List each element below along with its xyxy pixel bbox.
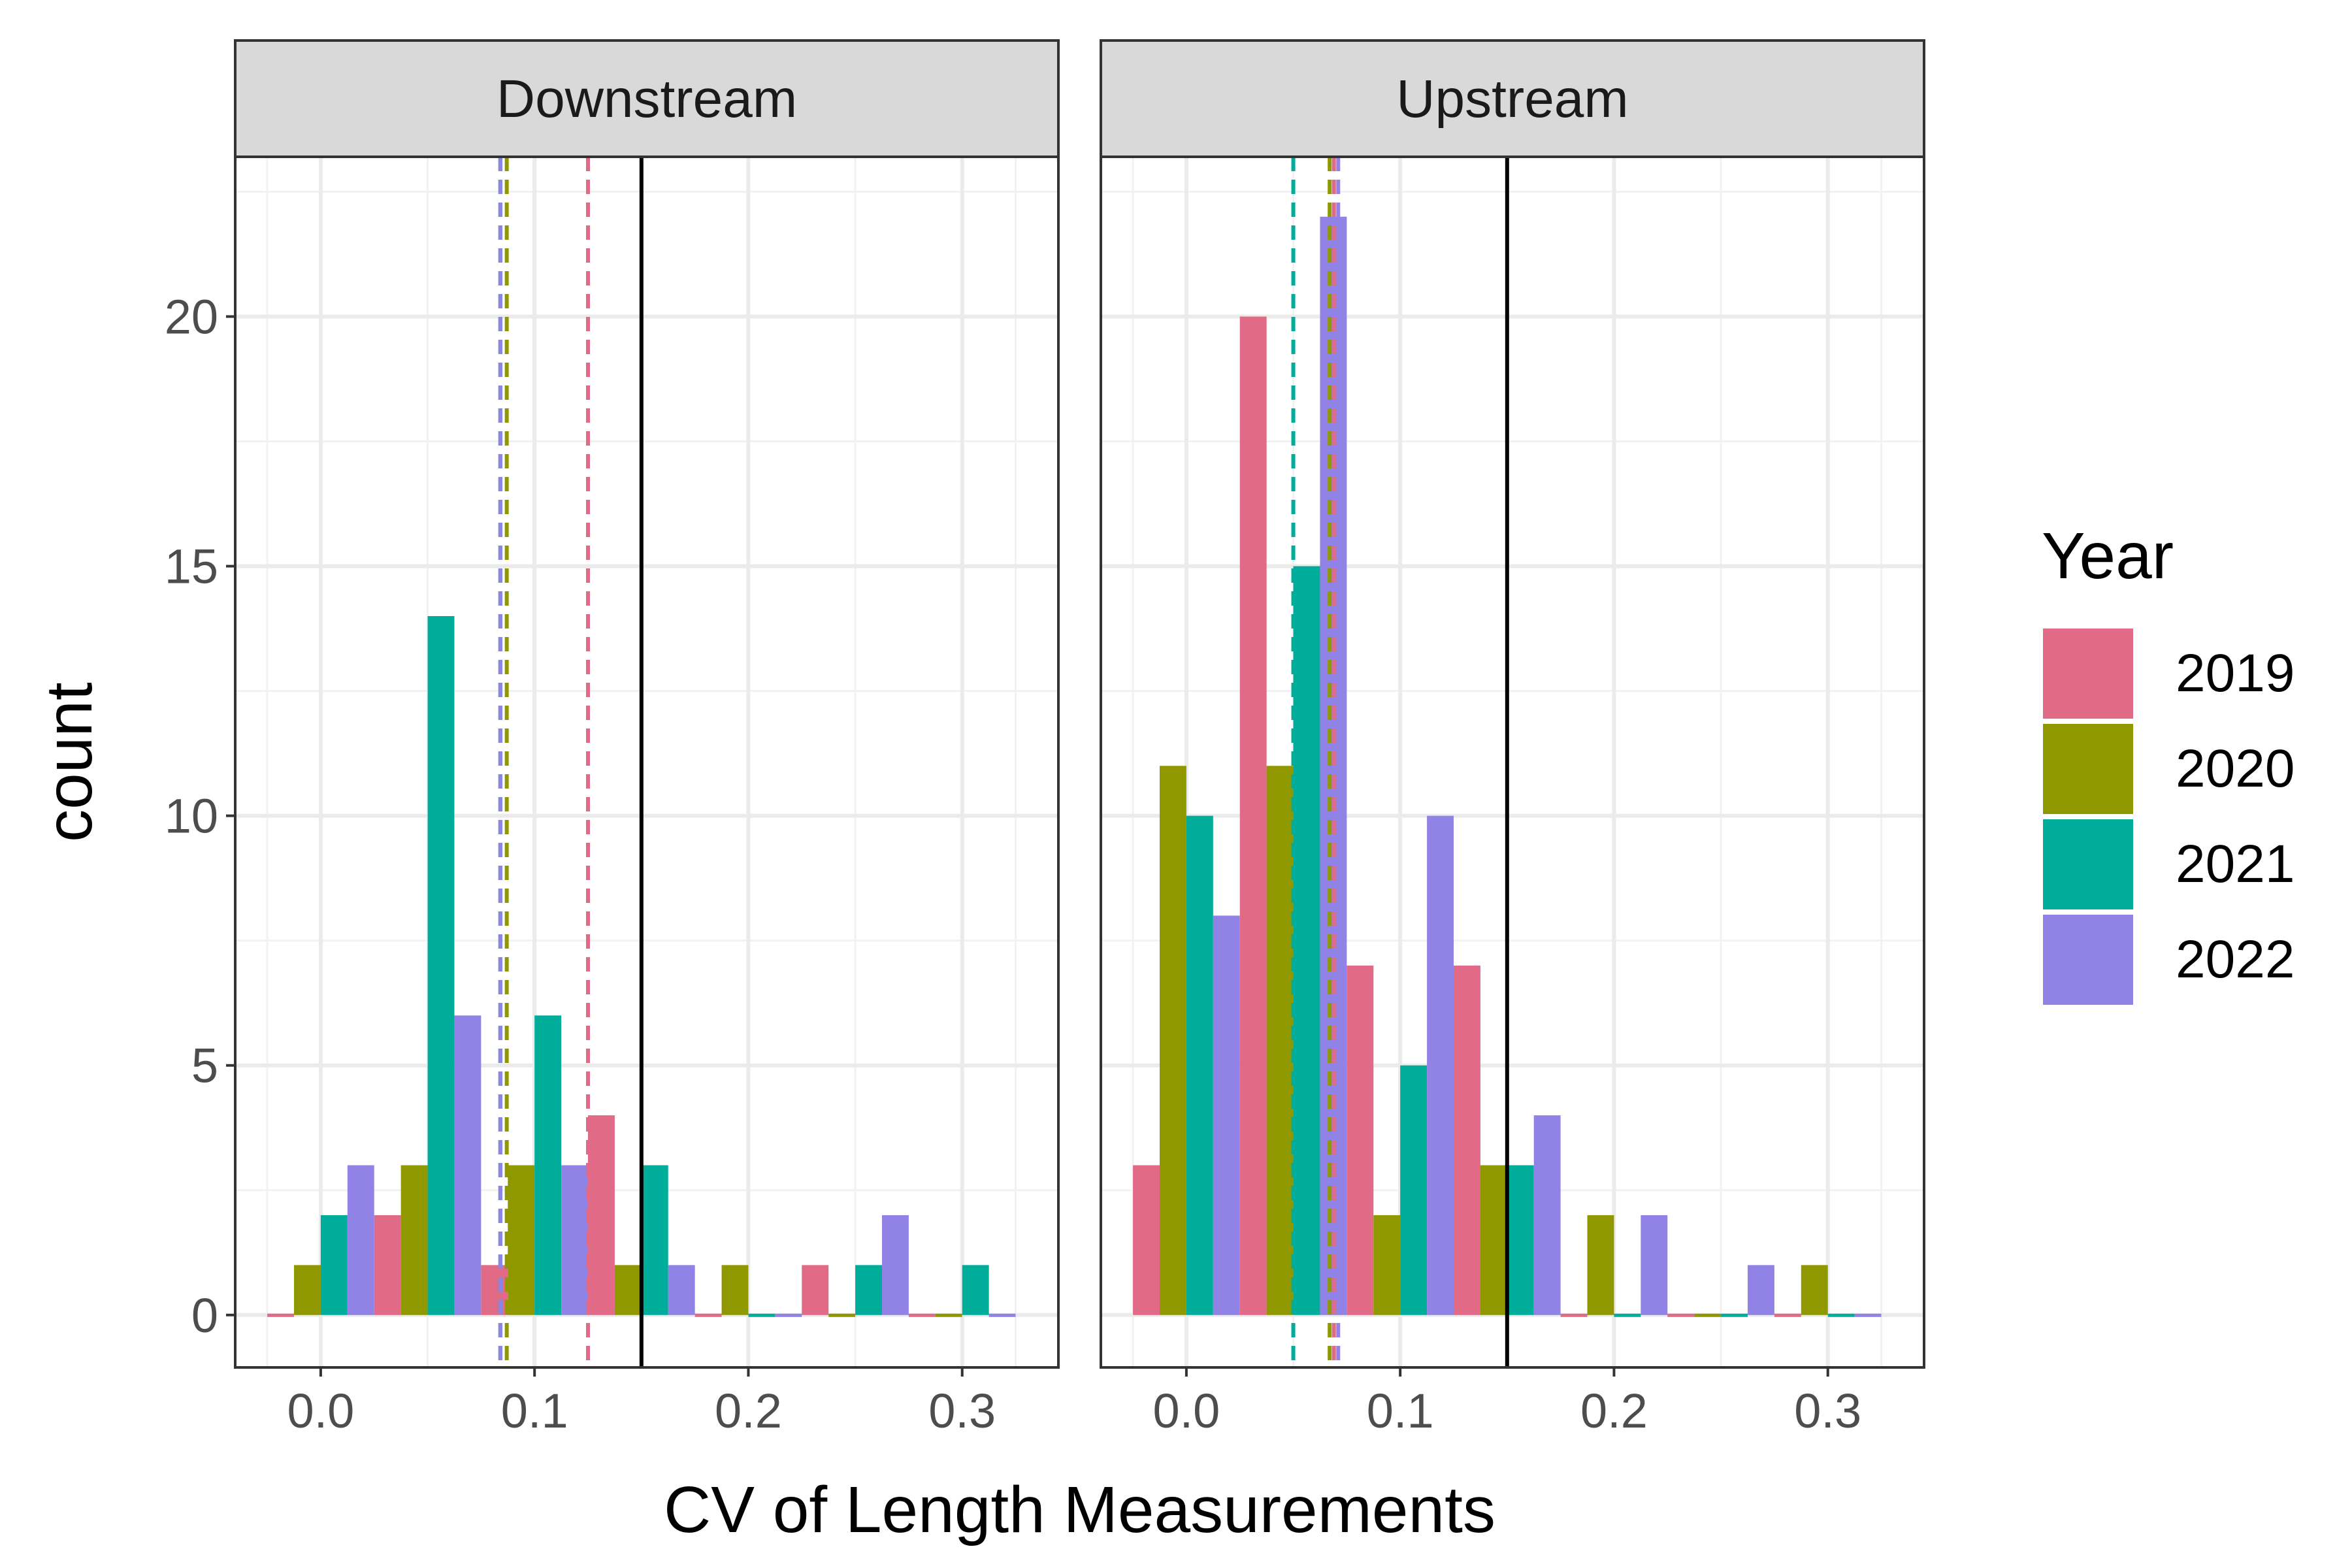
y-axis-title: count (33, 682, 106, 842)
bar-2021 (641, 1165, 668, 1315)
bar-2019 (908, 1313, 936, 1317)
y-tick-label: 20 (165, 290, 218, 344)
bar-2020 (1694, 1313, 1722, 1317)
bar-2022 (454, 1015, 482, 1315)
x-tick-label: 0.3 (928, 1384, 996, 1438)
x-tick-label: 0.2 (715, 1384, 782, 1438)
bar-2020 (1587, 1215, 1614, 1315)
bar-2020 (935, 1313, 962, 1317)
y-tick-label: 10 (165, 789, 218, 843)
x-axis-title: CV of Length Measurements (664, 1473, 1495, 1546)
facet-strip-label: Upstream (1396, 69, 1628, 129)
bar-2021 (1614, 1313, 1641, 1317)
x-tick-label: 0.1 (501, 1384, 568, 1438)
bar-2019 (1774, 1313, 1801, 1317)
bar-2020 (508, 1165, 535, 1315)
bar-2020 (400, 1165, 428, 1315)
bar-2021 (1400, 1065, 1428, 1315)
bar-2022 (775, 1313, 802, 1317)
axes: 0.0 0.1 0.2 0.3 0.0 0.1 0.2 0.3 0 5 10 15 20 CV of Le… (33, 290, 1861, 1546)
x-tick-label: 0.2 (1580, 1384, 1648, 1438)
bar-2021 (320, 1215, 348, 1315)
bar-2021 (1186, 815, 1213, 1315)
bar-2019 (588, 1115, 615, 1315)
bar-2020 (1373, 1215, 1401, 1315)
bar-2020 (721, 1265, 749, 1315)
facet-strip (234, 39, 1060, 158)
legend-label: 2022 (2176, 930, 2295, 989)
y-tick-label: 0 (191, 1288, 218, 1343)
bar-2019 (481, 1265, 508, 1315)
bar-2022 (561, 1165, 588, 1315)
legend-key-2021 (2040, 817, 2136, 912)
legend-label: 2021 (2176, 834, 2295, 894)
facet-strip-label: Downstream (497, 69, 797, 129)
x-tick-label: 0.0 (1152, 1384, 1220, 1438)
bar-2019 (1454, 965, 1480, 1315)
bar-2020 (1480, 1165, 1507, 1315)
bar-2022 (1641, 1215, 1668, 1315)
facet-panels: Downstream Upstream (234, 39, 1925, 1369)
bar-2019 (802, 1265, 829, 1315)
legend-key-2019 (2040, 626, 2136, 721)
bar-2020 (1266, 766, 1294, 1315)
bar-2019 (267, 1313, 294, 1317)
bars (267, 615, 1016, 1317)
bar-2019 (1667, 1313, 1695, 1317)
bar-2021 (748, 1313, 776, 1317)
panel-downstream: Downstream (234, 39, 1060, 1369)
y-tick-label: 5 (191, 1039, 218, 1093)
legend-label: 2020 (2176, 739, 2295, 798)
panel-border (234, 155, 1060, 1369)
bar-2019 (1347, 965, 1374, 1315)
legend-key-2020 (2040, 721, 2136, 817)
bar-2020 (1801, 1265, 1828, 1315)
bar-2019 (1133, 1165, 1160, 1315)
bar-2019 (374, 1215, 401, 1315)
bar-2021 (534, 1015, 562, 1315)
bar-2021 (427, 615, 455, 1315)
legend-title: Year (2042, 519, 2174, 593)
x-tick-label: 0.1 (1367, 1384, 1434, 1438)
bar-2020 (1160, 766, 1186, 1315)
legend-label: 2019 (2176, 644, 2295, 703)
mean-lines (498, 157, 590, 1367)
bar-2021 (1293, 566, 1320, 1315)
bar-2021 (855, 1265, 882, 1315)
bar-2022 (988, 1313, 1016, 1317)
facet-strip (1100, 39, 1925, 158)
bar-2019 (1239, 316, 1267, 1315)
bar-2020 (614, 1265, 642, 1315)
bar-2019 (1560, 1313, 1588, 1317)
bar-2019 (694, 1313, 722, 1317)
bar-2020 (294, 1265, 321, 1315)
bar-2021 (1507, 1165, 1534, 1315)
x-tick-label: 0.3 (1794, 1384, 1861, 1438)
bar-2022 (1427, 815, 1454, 1315)
grid-lines (235, 157, 1058, 1367)
bar-2022 (1854, 1313, 1882, 1317)
bar-2022 (1748, 1265, 1774, 1315)
y-tick-label: 15 (165, 540, 218, 594)
bar-2022 (882, 1215, 909, 1315)
bar-2022 (668, 1265, 695, 1315)
bar-2021 (962, 1265, 989, 1315)
bar-2022 (1213, 915, 1240, 1315)
panel-upstream: Upstream (1100, 39, 1925, 1369)
bar-2021 (1827, 1313, 1855, 1317)
mean-lines (1291, 157, 1341, 1367)
panel-border (1100, 155, 1925, 1369)
bar-2022 (347, 1165, 374, 1315)
bar-2020 (828, 1313, 856, 1317)
x-tick-label: 0.0 (287, 1384, 354, 1438)
bar-2021 (1721, 1313, 1748, 1317)
legend-key-2022 (2040, 912, 2136, 1007)
bar-2022 (1533, 1115, 1561, 1315)
